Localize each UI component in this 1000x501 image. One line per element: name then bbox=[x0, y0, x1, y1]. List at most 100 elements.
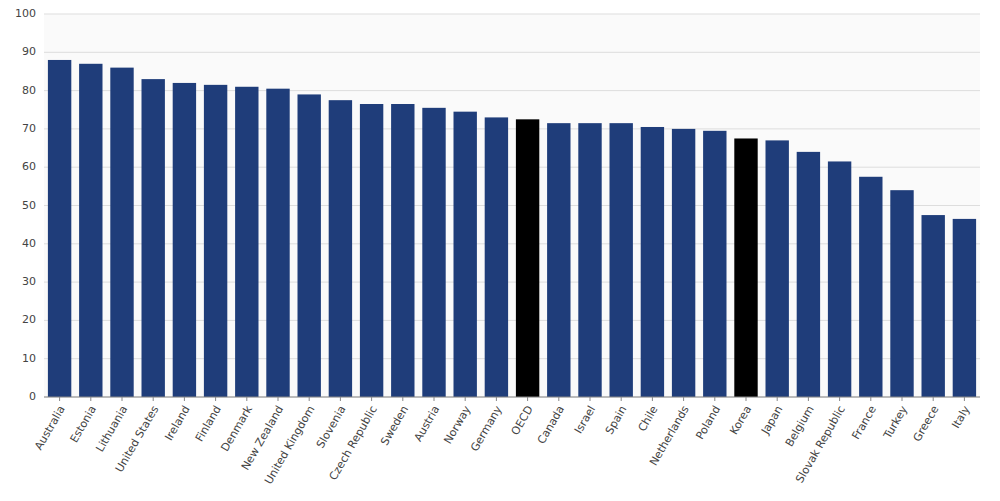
bar bbox=[578, 123, 601, 397]
x-tick-label: Slovak Republic bbox=[793, 404, 848, 486]
x-tick-label: Canada bbox=[535, 404, 567, 447]
x-tick-label: Norway bbox=[441, 403, 473, 446]
x-tick-label: OECD bbox=[509, 404, 536, 438]
x-tick bbox=[558, 397, 559, 401]
x-tick bbox=[746, 397, 747, 401]
x-tick bbox=[902, 397, 903, 401]
y-tick-label: 60 bbox=[22, 160, 36, 173]
y-tick-label: 20 bbox=[22, 313, 36, 326]
bar bbox=[922, 215, 945, 397]
x-tick-label: Spain bbox=[603, 403, 630, 436]
bar bbox=[766, 140, 789, 397]
y-tick-label: 100 bbox=[15, 7, 36, 20]
x-tick bbox=[340, 397, 341, 401]
bar bbox=[329, 100, 352, 397]
bar bbox=[48, 60, 71, 397]
x-tick bbox=[683, 397, 684, 401]
y-grid bbox=[44, 14, 980, 397]
x-tick-label: France bbox=[849, 403, 879, 441]
x-tick bbox=[465, 397, 466, 401]
bar bbox=[828, 161, 851, 397]
x-tick-label: Greece bbox=[911, 403, 942, 444]
bar bbox=[734, 138, 757, 397]
y-tick-label: 0 bbox=[29, 390, 36, 403]
bar bbox=[235, 87, 258, 397]
x-tick bbox=[714, 397, 715, 401]
x-tick-label: United Kingdom bbox=[262, 404, 317, 487]
bar bbox=[173, 83, 196, 397]
x-tick-label: Chile bbox=[636, 403, 661, 434]
x-tick-label: Australia bbox=[32, 404, 68, 453]
x-tick-label: Slovenia bbox=[314, 404, 349, 451]
x-tick bbox=[153, 397, 154, 401]
bar bbox=[516, 119, 539, 397]
x-tick-label: Sweden bbox=[378, 403, 411, 447]
x-tick bbox=[621, 397, 622, 401]
x-tick bbox=[590, 397, 591, 401]
bar bbox=[454, 112, 477, 397]
bar bbox=[547, 123, 570, 397]
x-tick-label: United States bbox=[113, 403, 162, 474]
x-tick bbox=[371, 397, 372, 401]
x-tick bbox=[184, 397, 185, 401]
x-tick-label: Netherlands bbox=[647, 403, 692, 468]
x-tick bbox=[964, 397, 965, 401]
x-tick-label: Israel bbox=[572, 404, 598, 437]
x-tick bbox=[309, 397, 310, 401]
x-tick bbox=[870, 397, 871, 401]
x-tick-label: Japan bbox=[758, 403, 785, 437]
bar bbox=[485, 117, 508, 397]
x-tick bbox=[122, 397, 123, 401]
y-tick-label: 90 bbox=[22, 45, 36, 58]
x-tick bbox=[402, 397, 403, 401]
bar bbox=[890, 190, 913, 397]
x-tick-label: Finland bbox=[193, 404, 224, 445]
y-tick-label: 30 bbox=[22, 275, 36, 288]
x-tick-label: Italy bbox=[949, 403, 972, 431]
y-tick-label: 40 bbox=[22, 237, 36, 250]
bar bbox=[391, 104, 414, 397]
x-tick bbox=[527, 397, 528, 401]
x-tick bbox=[246, 397, 247, 401]
grid-line bbox=[44, 14, 980, 15]
bar bbox=[641, 127, 664, 397]
x-tick-label: Turkey bbox=[881, 403, 911, 442]
x-tick-label: Estonia bbox=[67, 404, 99, 446]
chart-container: 0 10 20 30 40 50 60 70 80 90 100 AustraliaEstoniaLi… bbox=[0, 0, 1000, 501]
bar bbox=[79, 64, 102, 397]
x-tick bbox=[652, 397, 653, 401]
plot-background bbox=[44, 14, 980, 397]
x-tick bbox=[59, 397, 60, 401]
bar bbox=[953, 219, 976, 397]
y-tick-labels: 0 10 20 30 40 50 60 70 80 90 100 bbox=[15, 7, 36, 403]
x-tick bbox=[278, 397, 279, 401]
x-tick-label: Belgium bbox=[783, 404, 817, 450]
bar bbox=[110, 68, 133, 397]
bar bbox=[672, 129, 695, 397]
bar bbox=[266, 89, 289, 397]
x-tick bbox=[496, 397, 497, 401]
x-tick-label: Czech Republic bbox=[327, 404, 380, 483]
x-tick-label: Poland bbox=[693, 404, 723, 442]
x-tick-label: Ireland bbox=[162, 404, 192, 443]
bar bbox=[360, 104, 383, 397]
bar bbox=[797, 152, 820, 397]
x-tick bbox=[839, 397, 840, 401]
x-tick bbox=[808, 397, 809, 401]
y-tick-label: 10 bbox=[22, 352, 36, 365]
x-tick-label: Korea bbox=[727, 404, 754, 438]
y-tick-label: 70 bbox=[22, 122, 36, 135]
bar bbox=[422, 108, 445, 397]
y-tick-label: 80 bbox=[22, 84, 36, 97]
bar bbox=[703, 131, 726, 397]
y-tick-label: 50 bbox=[22, 199, 36, 212]
x-tick-label: Germany bbox=[468, 403, 505, 454]
x-tick-labels: AustraliaEstoniaLithuaniaUnited StatesIr… bbox=[32, 397, 973, 486]
chart-svg: 0 10 20 30 40 50 60 70 80 90 100 AustraliaEstoniaLi… bbox=[0, 0, 1000, 501]
grid-line bbox=[44, 52, 980, 53]
x-tick bbox=[933, 397, 934, 401]
bar bbox=[204, 85, 227, 397]
bar bbox=[859, 177, 882, 397]
x-tick bbox=[434, 397, 435, 401]
bars bbox=[48, 60, 976, 397]
